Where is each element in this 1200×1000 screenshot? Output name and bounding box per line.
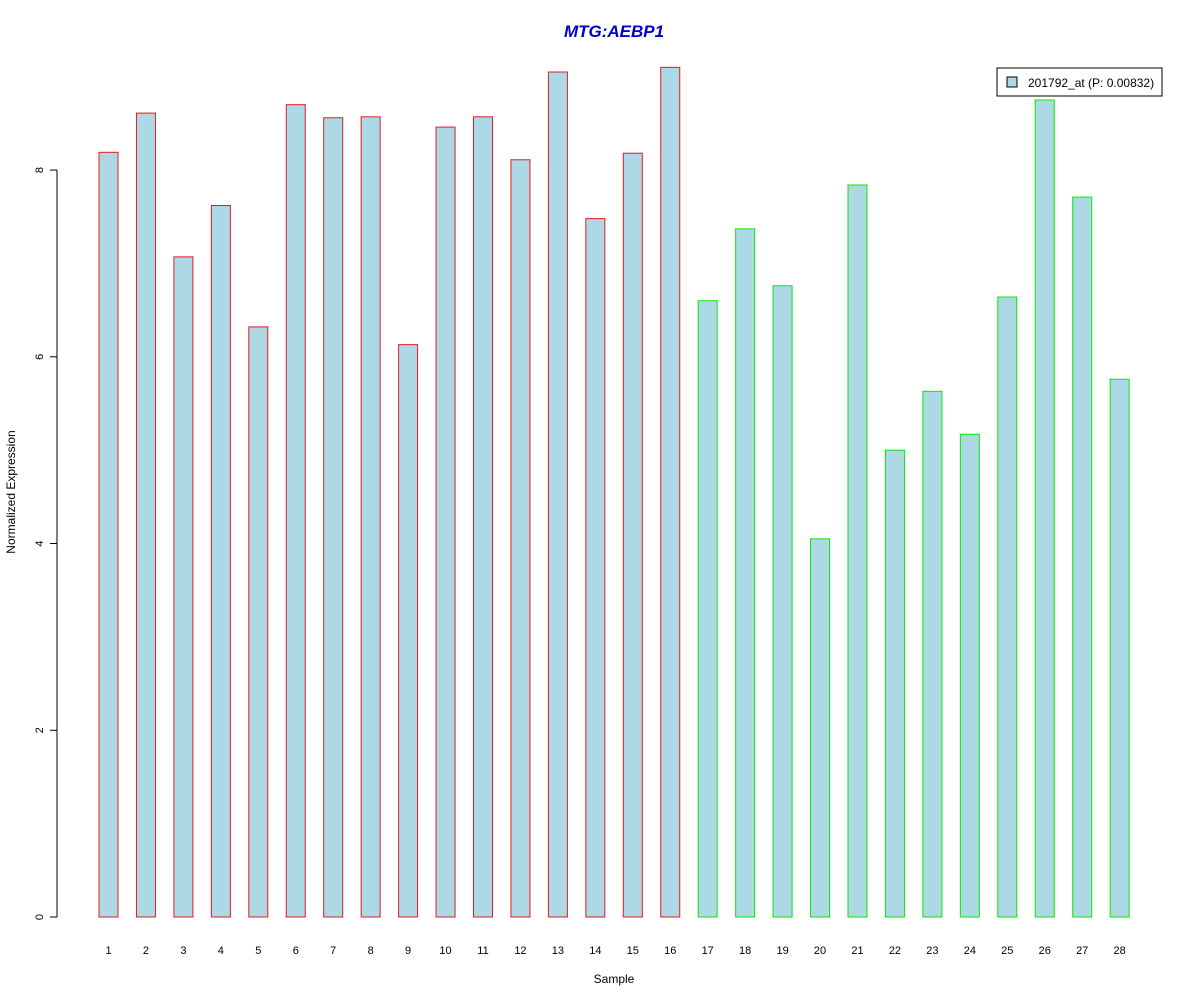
x-tick-label: 23 — [926, 945, 938, 957]
x-tick-label: 21 — [851, 945, 863, 957]
x-axis-label: Sample — [594, 972, 635, 986]
bar-sample-4 — [210, 205, 231, 918]
bar-sample-20 — [810, 538, 831, 918]
x-tick-label: 3 — [180, 945, 186, 957]
bar-sample-5 — [248, 326, 269, 918]
y-tick-label: 2 — [34, 727, 46, 733]
bar-sample-6 — [285, 104, 306, 918]
bar-sample-18 — [735, 228, 756, 918]
bar-sample-28 — [1109, 378, 1130, 918]
bar-sample-26 — [1034, 99, 1055, 918]
x-tick-label: 13 — [552, 945, 564, 957]
legend-box — [996, 67, 1163, 97]
x-tick-label: 14 — [589, 945, 601, 957]
bar-sample-22 — [884, 449, 905, 918]
bar-sample-21 — [847, 184, 868, 918]
chart-title: MTG:AEBP1 — [564, 22, 664, 41]
bar-sample-25 — [997, 296, 1018, 918]
x-tick-label: 10 — [439, 945, 451, 957]
x-tick-label: 24 — [964, 945, 976, 957]
bar-sample-17 — [697, 300, 718, 918]
legend-label: 201792_at (P: 0.00832) — [1028, 76, 1154, 90]
bar-sample-3 — [173, 256, 194, 918]
y-axis: 0 2 4 6 8 — [34, 167, 58, 920]
x-tick-label: 11 — [477, 945, 488, 957]
x-tick-label: 25 — [1001, 945, 1013, 957]
x-tick-label: 26 — [1039, 945, 1051, 957]
y-tick-label: 8 — [34, 167, 46, 173]
x-tick-label: 15 — [627, 945, 639, 957]
x-tick-label: 27 — [1076, 945, 1088, 957]
bar-sample-10 — [435, 126, 456, 918]
bar-sample-16 — [660, 66, 681, 918]
y-tick-label: 0 — [34, 914, 46, 920]
x-tick-label: 6 — [293, 945, 299, 957]
bar-sample-24 — [959, 433, 980, 918]
x-tick-label: 28 — [1114, 945, 1126, 957]
bar-sample-11 — [473, 116, 493, 918]
y-tick-label: 6 — [34, 354, 46, 360]
x-tick-label: 16 — [664, 945, 676, 957]
legend-swatch — [1006, 76, 1018, 88]
bar-sample-2 — [135, 112, 156, 918]
bar-sample-7 — [323, 117, 344, 918]
bar-sample-1 — [98, 151, 119, 918]
bar-sample-27 — [1072, 196, 1093, 918]
x-tick-label: 20 — [814, 945, 826, 957]
x-axis-ticks: 1 2 3 4 5 6 7 8 9 10 11 12 13 14 15 16 17 18 19 20 21 22 23 24 2… — [105, 945, 1125, 957]
bar-sample-14 — [585, 218, 606, 918]
bar-sample-23 — [922, 390, 943, 918]
x-tick-label: 2 — [143, 945, 149, 957]
bar-sample-9 — [398, 344, 419, 918]
x-tick-label: 7 — [330, 945, 336, 957]
x-tick-label: 12 — [514, 945, 526, 957]
bar-sample-19 — [772, 285, 793, 918]
x-tick-label: 1 — [105, 945, 111, 957]
x-tick-label: 4 — [218, 945, 224, 957]
x-tick-label: 8 — [368, 945, 374, 957]
x-tick-label: 18 — [739, 945, 751, 957]
x-tick-label: 22 — [889, 945, 901, 957]
legend: 201792_at (P: 0.00832) — [996, 67, 1163, 97]
bar-sample-8 — [360, 116, 381, 918]
y-axis-label: Normalized Expression — [4, 430, 18, 553]
x-tick-label: 5 — [255, 945, 261, 957]
bar-sample-15 — [622, 152, 643, 918]
y-tick-label: 4 — [34, 540, 46, 546]
x-tick-label: 9 — [405, 945, 411, 957]
bar-sample-13 — [547, 71, 568, 918]
x-tick-label: 17 — [702, 945, 714, 957]
x-tick-label: 19 — [776, 945, 788, 957]
bar-sample-12 — [510, 159, 531, 918]
bars — [98, 66, 1130, 918]
